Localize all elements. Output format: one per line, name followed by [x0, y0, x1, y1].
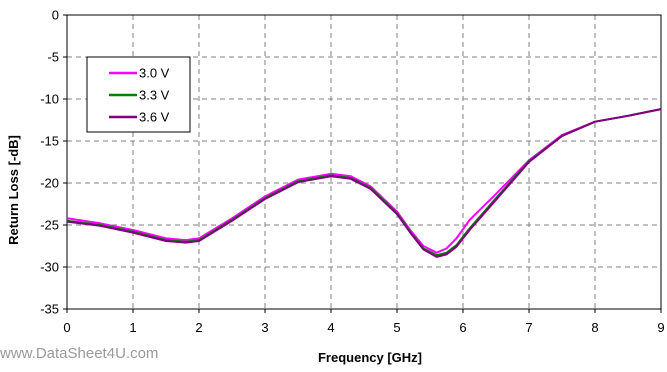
y-tick-label: -20: [40, 176, 59, 191]
y-tick-label: -15: [40, 134, 59, 149]
x-tick-label: 4: [327, 320, 334, 335]
y-tick-label: -10: [40, 92, 59, 107]
y-tick-label: -5: [47, 50, 59, 65]
x-tick-label: 6: [459, 320, 466, 335]
x-tick-label: 2: [195, 320, 202, 335]
plot-area-frame: [66, 14, 662, 310]
x-axis-ticks: 0 1 2 3 4 5 6 7 8 9: [63, 309, 665, 335]
grid-lines: [67, 15, 661, 309]
y-tick-label: -35: [40, 302, 59, 317]
x-tick-label: 0: [63, 320, 70, 335]
x-tick-label: 8: [591, 320, 598, 335]
y-tick-label: -25: [40, 218, 59, 233]
legend-label: 3.6 V: [139, 110, 170, 125]
y-axis-ticks: 0 -5 -10 -15 -20 -25 -30 -35: [40, 8, 67, 317]
watermark-text: www.DataSheet4U.com: [0, 345, 158, 362]
x-tick-label: 9: [657, 320, 664, 335]
x-axis-title: Frequency [GHz]: [318, 350, 422, 365]
y-tick-label: -30: [40, 260, 59, 275]
legend-label: 3.0 V: [139, 66, 170, 81]
y-axis-title: Return Loss [-dB]: [6, 135, 21, 245]
legend: 3.0 V 3.3 V 3.6 V: [86, 56, 191, 133]
x-tick-label: 3: [261, 320, 268, 335]
x-tick-label: 7: [525, 320, 532, 335]
series-line: [66, 108, 662, 258]
legend-label: 3.3 V: [139, 88, 170, 103]
x-tick-label: 1: [129, 320, 136, 335]
y-tick-label: 0: [52, 8, 59, 23]
x-tick-label: 5: [393, 320, 400, 335]
series-lines: [66, 108, 662, 258]
legend-box: [86, 56, 191, 133]
